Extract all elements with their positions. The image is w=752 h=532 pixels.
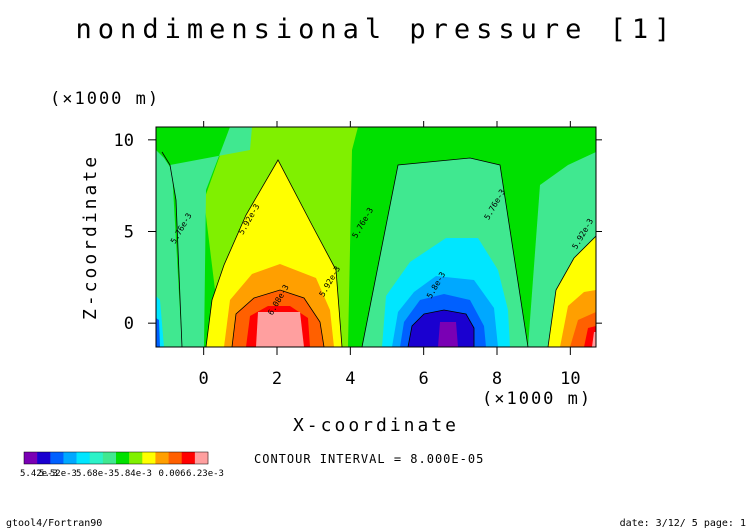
colorbar-frame bbox=[23, 451, 209, 465]
colorbar-label-2: 5.68e-3 bbox=[76, 469, 114, 479]
contour-interval-text: CONTOUR INTERVAL = 8.000E-05 bbox=[254, 452, 484, 466]
x-tick-label-0: 0 bbox=[199, 369, 209, 389]
y-unit-label: (×1000 m) bbox=[50, 89, 160, 109]
colorbar bbox=[23, 451, 209, 465]
y-axis-label: Z-coordinate bbox=[80, 154, 101, 320]
contour-field bbox=[156, 127, 596, 347]
colorbar-label-1: 5.52e-3 bbox=[39, 469, 77, 479]
contour-region-2 bbox=[156, 150, 182, 347]
colorbar-swatch-10 bbox=[155, 452, 169, 464]
colorbar-swatch-12 bbox=[181, 452, 196, 464]
contour-line-1 bbox=[231, 289, 325, 347]
colorbar-swatch-2 bbox=[50, 452, 64, 464]
contour-region-20 bbox=[592, 332, 596, 347]
colorbar-label-5: 6.23e-3 bbox=[186, 469, 224, 479]
contour-region-5 bbox=[170, 127, 252, 347]
colorbar-swatch-13 bbox=[194, 452, 209, 464]
x-tick-label-3: 6 bbox=[419, 369, 429, 389]
colorbar-swatch-4 bbox=[76, 452, 91, 464]
contour-region-10 bbox=[256, 312, 304, 347]
colorbar-swatch-6 bbox=[102, 452, 117, 464]
contour-line-5 bbox=[407, 309, 475, 347]
contour-lines bbox=[161, 151, 596, 347]
colorbar-label-4: 0.006 bbox=[158, 469, 185, 479]
x-tick-label-5: 10 bbox=[560, 369, 580, 389]
contour-line-2 bbox=[361, 157, 529, 347]
colorbar-label-3: 5.84e-3 bbox=[114, 469, 152, 479]
contour-region-22 bbox=[156, 318, 160, 347]
colorbar-swatch-0 bbox=[24, 452, 38, 464]
x-tick-label-4: 8 bbox=[492, 369, 502, 389]
x-unit-label: (×1000 m) bbox=[482, 389, 592, 409]
colorbar-swatch-7 bbox=[116, 452, 130, 464]
footer-left: gtool4/Fortran90 bbox=[6, 518, 102, 529]
colorbar-labels: 5.42e-35.52e-3 5.68e-3 5.84e-3 0.006 6.23e-3 bbox=[20, 469, 224, 479]
contour-line-3 bbox=[161, 151, 183, 347]
colorbar-swatch-1 bbox=[37, 452, 51, 464]
colorbar-swatch-11 bbox=[168, 452, 183, 464]
x-tick-label-1: 2 bbox=[272, 369, 282, 389]
chart-title: nondimensional pressure [1] bbox=[76, 14, 677, 45]
colorbar-label-0: 5.42e-3 bbox=[20, 469, 58, 479]
plot-frame bbox=[155, 126, 597, 348]
colorbar-swatch-8 bbox=[129, 452, 143, 464]
x-tick-label-2: 4 bbox=[345, 369, 355, 389]
x-axis-label: X-coordinate bbox=[293, 415, 459, 436]
y-tick-label-2: 10 bbox=[114, 131, 134, 151]
colorbar-swatch-9 bbox=[142, 452, 156, 464]
y-axis: 0 5 10 bbox=[114, 131, 602, 334]
contour-line-0 bbox=[205, 159, 343, 347]
contour-region-15 bbox=[438, 322, 458, 347]
contour-line-4 bbox=[547, 235, 596, 347]
colorbar-swatch-3 bbox=[63, 452, 77, 464]
y-tick-label-1: 5 bbox=[124, 223, 134, 243]
x-axis: 0 2 4 6 8 10 bbox=[199, 121, 581, 389]
colorbar-swatch-5 bbox=[89, 452, 104, 464]
footer-right: date: 3/12/ 5 page: 1 bbox=[620, 518, 746, 529]
y-tick-label-0: 0 bbox=[124, 314, 134, 334]
